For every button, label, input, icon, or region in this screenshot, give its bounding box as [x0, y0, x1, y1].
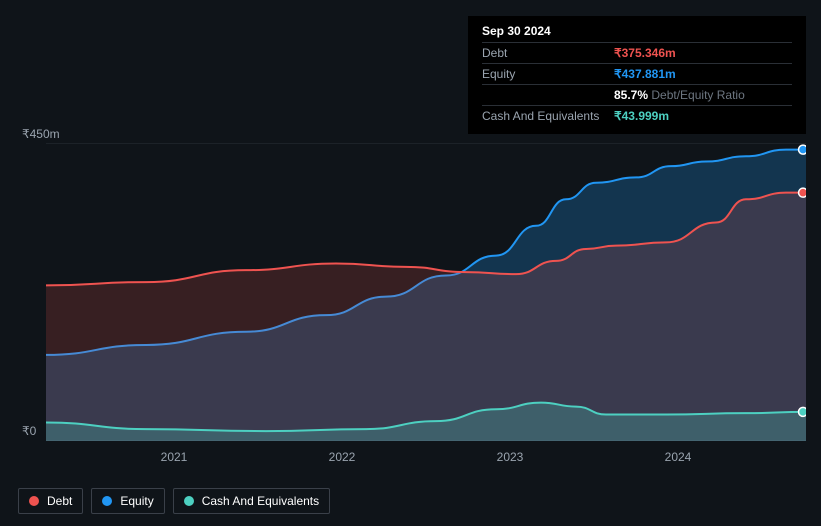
x-axis-labels: 2021 2022 2023 2024	[46, 450, 806, 470]
legend: Debt Equity Cash And Equivalents	[18, 488, 330, 514]
tooltip-cash-label: Cash And Equivalents	[482, 109, 604, 123]
x-axis-label: 2023	[497, 450, 524, 464]
legend-label: Debt	[47, 494, 72, 508]
legend-dot-icon	[102, 496, 112, 506]
tooltip-ratio-label: Debt/Equity Ratio	[651, 88, 744, 102]
legend-item[interactable]: Debt	[18, 488, 83, 514]
x-axis-label: 2022	[329, 450, 356, 464]
legend-item[interactable]: Cash And Equivalents	[173, 488, 330, 514]
legend-item[interactable]: Equity	[91, 488, 164, 514]
y-axis-top-label: ₹450m	[22, 127, 60, 141]
tooltip-cash-value: ₹43.999m	[614, 109, 669, 123]
tooltip-equity-value: ₹437.881m	[614, 67, 676, 81]
area-chart[interactable]	[46, 143, 806, 441]
legend-dot-icon	[184, 496, 194, 506]
legend-label: Cash And Equivalents	[202, 494, 319, 508]
tooltip-debt-value: ₹375.346m	[614, 46, 676, 60]
tooltip-debt-label: Debt	[482, 46, 604, 60]
tooltip-ratio: 85.7% Debt/Equity Ratio	[614, 88, 745, 102]
x-axis-label: 2024	[665, 450, 692, 464]
tooltip-date: Sep 30 2024	[482, 24, 792, 42]
x-axis-label: 2021	[161, 450, 188, 464]
tooltip-ratio-spacer	[482, 88, 604, 102]
tooltip-equity-label: Equity	[482, 67, 604, 81]
tooltip-ratio-value: 85.7%	[614, 88, 648, 102]
data-tooltip: Sep 30 2024 Debt ₹375.346m Equity ₹437.8…	[468, 16, 806, 134]
legend-label: Equity	[120, 494, 153, 508]
y-axis-bottom-label: ₹0	[22, 424, 36, 438]
legend-dot-icon	[29, 496, 39, 506]
